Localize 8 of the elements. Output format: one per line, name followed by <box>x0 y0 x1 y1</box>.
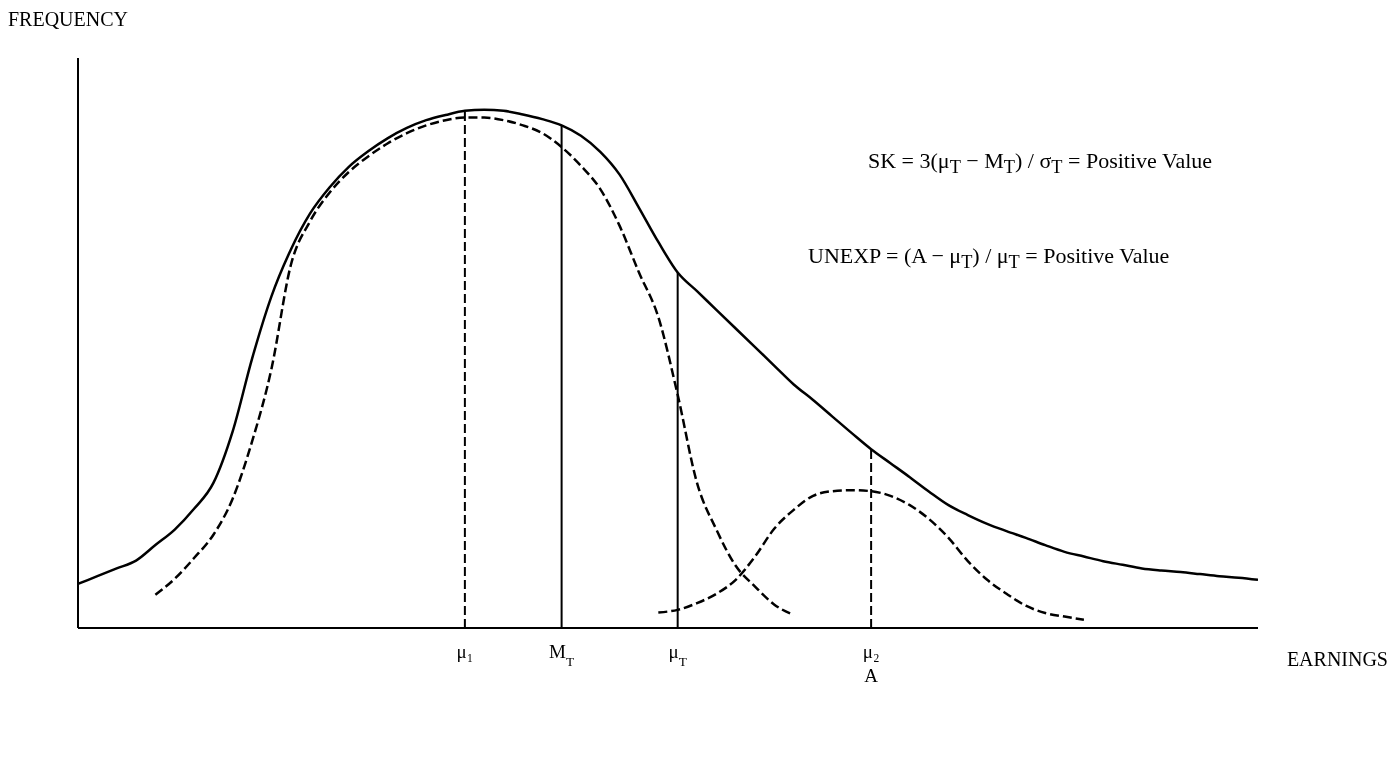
x-axis-title: EARNINGS <box>1286 648 1388 671</box>
y-axis-title: FREQUENCY <box>8 8 129 31</box>
x-tick-label: M$_{T}$ <box>549 641 575 669</box>
x-tick-label: μ$_{T}$ <box>668 641 687 669</box>
x-tick-label: μ₁ <box>456 641 474 662</box>
annotation: UNEXP = (A − μ$_{T}$) / μ$_{T}$ = Positive Value <box>808 243 1170 274</box>
x-tick-label: μ₂ A <box>862 641 880 686</box>
annotation: SK = 3(μ$_{T}$ − M$_{T}$) / σ$_{T}$ = Positive Value <box>868 148 1213 179</box>
